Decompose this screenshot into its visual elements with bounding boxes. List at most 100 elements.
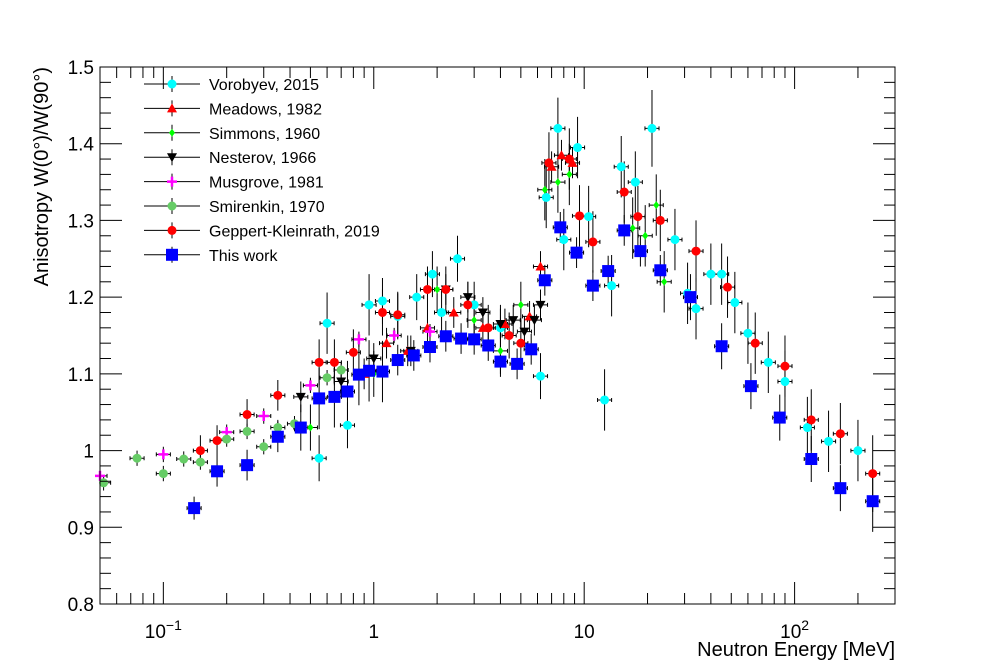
data-point: [307, 423, 314, 432]
data-point: [437, 307, 447, 317]
data-point: [212, 436, 222, 446]
data-point: [377, 307, 387, 317]
data-point: [691, 304, 701, 314]
y-tick-label: 1.4: [68, 135, 95, 156]
data-point: [834, 482, 847, 495]
data-point: [806, 415, 816, 425]
data-point: [462, 293, 473, 303]
data-point: [566, 170, 573, 179]
x-tick-label-base: 10: [574, 622, 595, 643]
data-point: [341, 385, 354, 398]
data-point: [271, 430, 284, 443]
y-axis-title-group: Anisotropy W(0°)/W(90°): [31, 67, 53, 286]
y-tick-label: 1.2: [68, 288, 94, 309]
data-point: [368, 354, 379, 364]
data-point: [564, 154, 574, 164]
data-point: [336, 377, 347, 387]
data-point: [353, 334, 364, 345]
data-point: [482, 339, 495, 352]
plot-frame-border: [99, 66, 896, 605]
data-point: [868, 469, 878, 479]
data-point: [554, 221, 567, 234]
data-point: [439, 330, 452, 343]
data-point: [322, 373, 332, 383]
data-point: [570, 246, 583, 259]
data-point: [499, 318, 510, 328]
data-point: [544, 158, 554, 168]
data-point: [519, 327, 530, 337]
y-tick-label: 1.1: [68, 365, 94, 386]
x-tick-label-exponent: 2: [801, 617, 809, 633]
data-point: [567, 157, 578, 167]
legend-label: Musgrove, 1981: [209, 175, 324, 192]
data-point: [616, 162, 626, 172]
legend-marker: [167, 103, 177, 113]
legend-marker: [167, 153, 177, 163]
axis-ticks: 0.80.911.11.21.31.41.510−1 1 10 102: [68, 58, 896, 643]
data-point: [471, 316, 478, 325]
legend-label: Simmons, 1960: [209, 126, 320, 143]
legend-label: Vorobyev, 2015: [209, 77, 319, 94]
data-point: [642, 231, 649, 240]
data-point: [469, 300, 479, 310]
data-point: [294, 421, 307, 434]
data-point: [670, 235, 680, 245]
legend: Vorobyev, 2015 Meadows, 1982 Simmons, 1960…: [144, 76, 380, 265]
y-tick-label: 0.9: [68, 518, 94, 539]
data-point: [653, 201, 660, 210]
plot-frame: [99, 66, 896, 605]
data-point: [495, 319, 506, 329]
data-point: [393, 310, 403, 320]
data-point: [556, 150, 567, 160]
data-point: [535, 300, 546, 310]
data-point: [773, 411, 786, 424]
data-point: [424, 326, 435, 337]
data-point: [412, 292, 422, 302]
data-point: [273, 390, 283, 400]
y-tick-label: 0.8: [68, 595, 94, 616]
data-point: [618, 224, 631, 237]
data-point: [780, 377, 790, 387]
legend-marker: [167, 79, 177, 89]
legend-label: Meadows, 1982: [209, 101, 322, 118]
data-point: [258, 411, 269, 422]
data-point: [529, 316, 540, 326]
data-point: [541, 192, 551, 202]
data-point: [835, 429, 845, 439]
data-point: [376, 365, 389, 378]
data-point: [744, 380, 757, 393]
data-point: [336, 365, 346, 375]
y-tick-label: 1.3: [68, 211, 94, 232]
data-point: [802, 423, 812, 433]
data-point: [559, 235, 569, 245]
data-point: [516, 338, 526, 348]
y-axis-title: Anisotropy W(0°)/W(90°): [31, 67, 53, 286]
data-point: [242, 426, 252, 436]
data-point: [352, 368, 365, 381]
data-point: [314, 453, 324, 463]
data-point: [553, 123, 563, 133]
legend-marker: [166, 248, 178, 261]
data-point: [508, 316, 519, 326]
legend-label: Smirenkin, 1970: [209, 199, 325, 216]
data-markers: [95, 123, 879, 515]
legend-label: Nesterov, 1966: [209, 150, 316, 167]
data-point: [322, 318, 332, 328]
data-point: [633, 212, 643, 222]
y-tick-label: 1.5: [68, 58, 94, 79]
data-point: [494, 355, 507, 368]
data-point: [328, 390, 341, 403]
data-point: [158, 469, 168, 479]
data-point: [99, 478, 109, 488]
data-point: [423, 341, 436, 354]
data-point: [448, 307, 459, 317]
data-point: [691, 246, 701, 256]
data-point: [554, 178, 561, 187]
y-tick-label: 1: [83, 442, 94, 463]
data-point: [313, 392, 326, 405]
data-point: [661, 277, 668, 286]
data-point: [763, 357, 773, 367]
data-point: [427, 269, 437, 279]
